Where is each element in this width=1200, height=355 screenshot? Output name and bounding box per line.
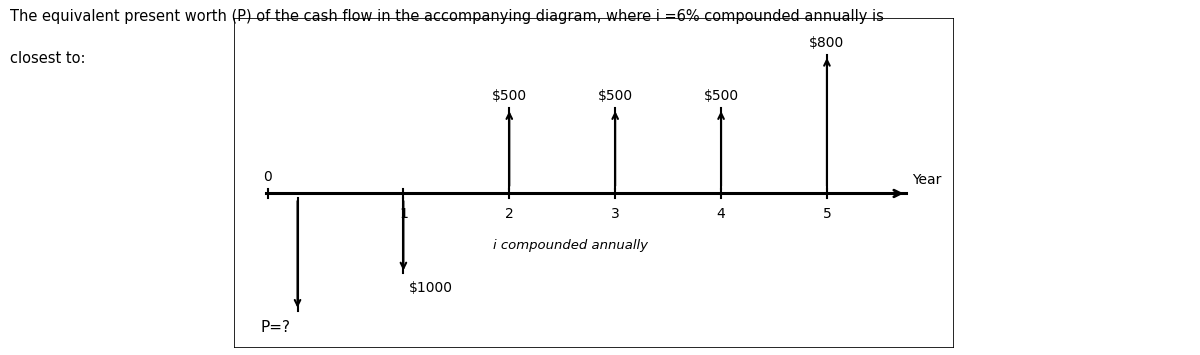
Text: $500: $500 (492, 89, 527, 103)
Text: $500: $500 (598, 89, 632, 103)
Text: 3: 3 (611, 207, 619, 221)
Text: $500: $500 (703, 89, 739, 103)
Text: 0: 0 (264, 170, 272, 184)
Text: 4: 4 (716, 207, 726, 221)
Text: i compounded annually: i compounded annually (493, 239, 648, 252)
Text: The equivalent present worth (P) of the cash flow in the accompanying diagram, w: The equivalent present worth (P) of the … (10, 9, 883, 24)
Text: 1: 1 (398, 207, 408, 221)
Text: closest to:: closest to: (10, 51, 85, 66)
Text: 5: 5 (822, 207, 832, 221)
Text: $1000: $1000 (409, 281, 452, 295)
Text: P=?: P=? (260, 320, 290, 335)
Text: $800: $800 (809, 36, 845, 50)
Text: 2: 2 (505, 207, 514, 221)
Text: Year: Year (912, 173, 941, 187)
